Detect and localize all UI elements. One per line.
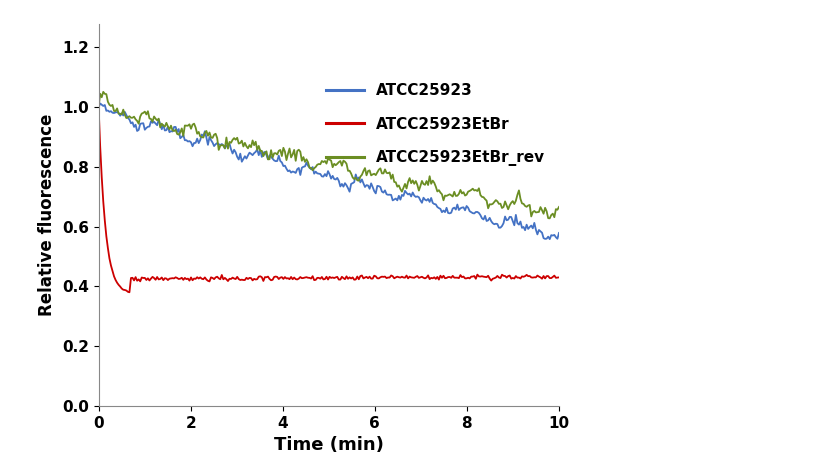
Y-axis label: Relative fluorescence: Relative fluorescence — [39, 114, 57, 316]
X-axis label: Time (min): Time (min) — [274, 436, 384, 454]
Legend: ATCC25923, ATCC25923EtBr, ATCC25923EtBr_rev: ATCC25923, ATCC25923EtBr, ATCC25923EtBr_… — [320, 77, 552, 172]
